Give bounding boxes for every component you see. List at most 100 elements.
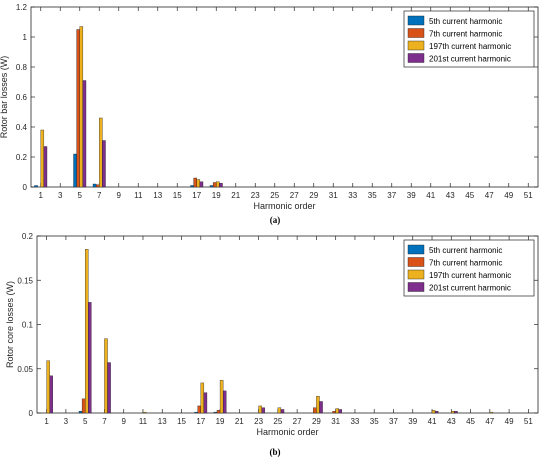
x-tick-label: 33 [348, 191, 357, 200]
bar [454, 411, 458, 414]
y-tick-label: 1.2 [16, 3, 28, 12]
chart-panel-b: 00.050.10.150.21 3 5 7 9 11 13 15 17 19 21 23 25 27 29… [5, 232, 539, 437]
bar [200, 382, 205, 414]
x-tick-label: 19 [212, 191, 221, 200]
x-tick-label: 29 [309, 191, 318, 200]
x-tick-label: 47 [485, 191, 494, 200]
x-tick-label: 33 [350, 417, 359, 426]
bar [34, 185, 38, 188]
x-tick-label: 43 [446, 191, 455, 200]
bar [82, 80, 87, 188]
x-tick-label: 51 [524, 417, 533, 426]
legend-swatch [407, 53, 425, 63]
bar [40, 129, 45, 188]
bar [190, 185, 194, 188]
bar [216, 410, 221, 414]
x-axis-label: Harmonic order [256, 427, 318, 437]
x-tick-label: 51 [524, 191, 533, 200]
legend-swatch [407, 244, 425, 255]
x-tick-label: 23 [251, 191, 260, 200]
x-tick-label: 37 [387, 191, 396, 200]
y-tick-label: 0.05 [17, 365, 33, 374]
bar [209, 185, 214, 188]
y-tick-label: 0 [29, 409, 34, 418]
bar [107, 362, 111, 414]
legend-label: 201st current harmonic [429, 55, 511, 64]
bar [196, 179, 201, 188]
x-tick-label: 9 [121, 417, 126, 426]
legend: 5th current harmonic 7th current harmonic… [403, 10, 535, 68]
bar [335, 408, 339, 414]
x-tick-label: 3 [58, 191, 63, 200]
x-tick-label: 41 [426, 191, 435, 200]
bar [431, 410, 436, 414]
bar [219, 183, 223, 188]
bar [49, 375, 53, 414]
x-tick-label: 39 [408, 417, 417, 426]
x-tick-label: 11 [139, 417, 148, 426]
x-tick-label: 15 [173, 191, 182, 200]
y-tick-label: 0.15 [17, 276, 33, 285]
bar [43, 146, 48, 188]
bar [258, 405, 262, 414]
x-tick-label: 21 [231, 191, 240, 200]
legend-label: 197th current harmonic [429, 271, 511, 280]
bar [142, 411, 147, 414]
y-tick-label: 0.2 [22, 232, 34, 241]
x-tick-label: 7 [102, 417, 107, 426]
x-tick-label: 15 [177, 417, 186, 426]
y-tick-label: 0.4 [16, 123, 28, 132]
bar [92, 183, 97, 188]
bar [316, 396, 320, 414]
x-tick-label: 25 [273, 417, 282, 426]
x-tick-label: 21 [235, 417, 244, 426]
bar [197, 405, 201, 414]
x-tick-label: 5 [83, 417, 88, 426]
bar [222, 390, 227, 414]
legend-swatch [407, 40, 425, 51]
bar [194, 411, 198, 414]
x-tick-label: 31 [329, 191, 338, 200]
bar [489, 411, 494, 414]
legend-label: 197th current harmonic [429, 42, 511, 51]
x-tick-label: 47 [485, 417, 494, 426]
chart-panel-a: 00.20.40.60.811.21 3 5 7 9 11 13 15 17 19 21 23 25 27… [0, 3, 539, 211]
legend-swatch [407, 257, 425, 267]
x-tick-label: 9 [117, 191, 122, 200]
x-tick-label: 39 [407, 191, 416, 200]
legend-label: 5th current harmonic [429, 246, 502, 255]
y-axis-label: Rotor core losses (W) [5, 281, 15, 368]
y-tick-label: 0.2 [16, 153, 28, 162]
bar [319, 401, 323, 414]
y-tick-label: 0.1 [22, 321, 34, 330]
bar [193, 177, 197, 188]
bar [280, 409, 285, 414]
bar [79, 26, 84, 188]
legend: 5th current harmonic 7th current harmonic… [403, 239, 535, 297]
bar [216, 181, 220, 188]
x-tick-label: 31 [331, 417, 340, 426]
x-tick-label: 13 [153, 191, 162, 200]
bar [78, 411, 83, 414]
y-tick-label: 0 [23, 183, 28, 192]
x-tick-label: 43 [447, 417, 456, 426]
x-tick-label: 27 [293, 417, 302, 426]
bar [104, 338, 108, 414]
x-tick-label: 49 [505, 417, 514, 426]
x-tick-label: 45 [465, 191, 474, 200]
legend-label: 7th current harmonic [429, 30, 502, 39]
x-tick-label: 23 [254, 417, 263, 426]
legend-label: 5th current harmonic [429, 17, 502, 26]
bar [76, 29, 80, 188]
bar [199, 181, 204, 188]
legend-swatch [407, 269, 425, 280]
bar [102, 140, 106, 188]
legend-box [403, 239, 535, 297]
bar [434, 411, 439, 414]
legend-swatch [407, 28, 425, 38]
caption-b: (b) [270, 447, 281, 457]
bar [46, 360, 50, 414]
legend-swatch [407, 15, 425, 26]
bar [219, 380, 224, 414]
